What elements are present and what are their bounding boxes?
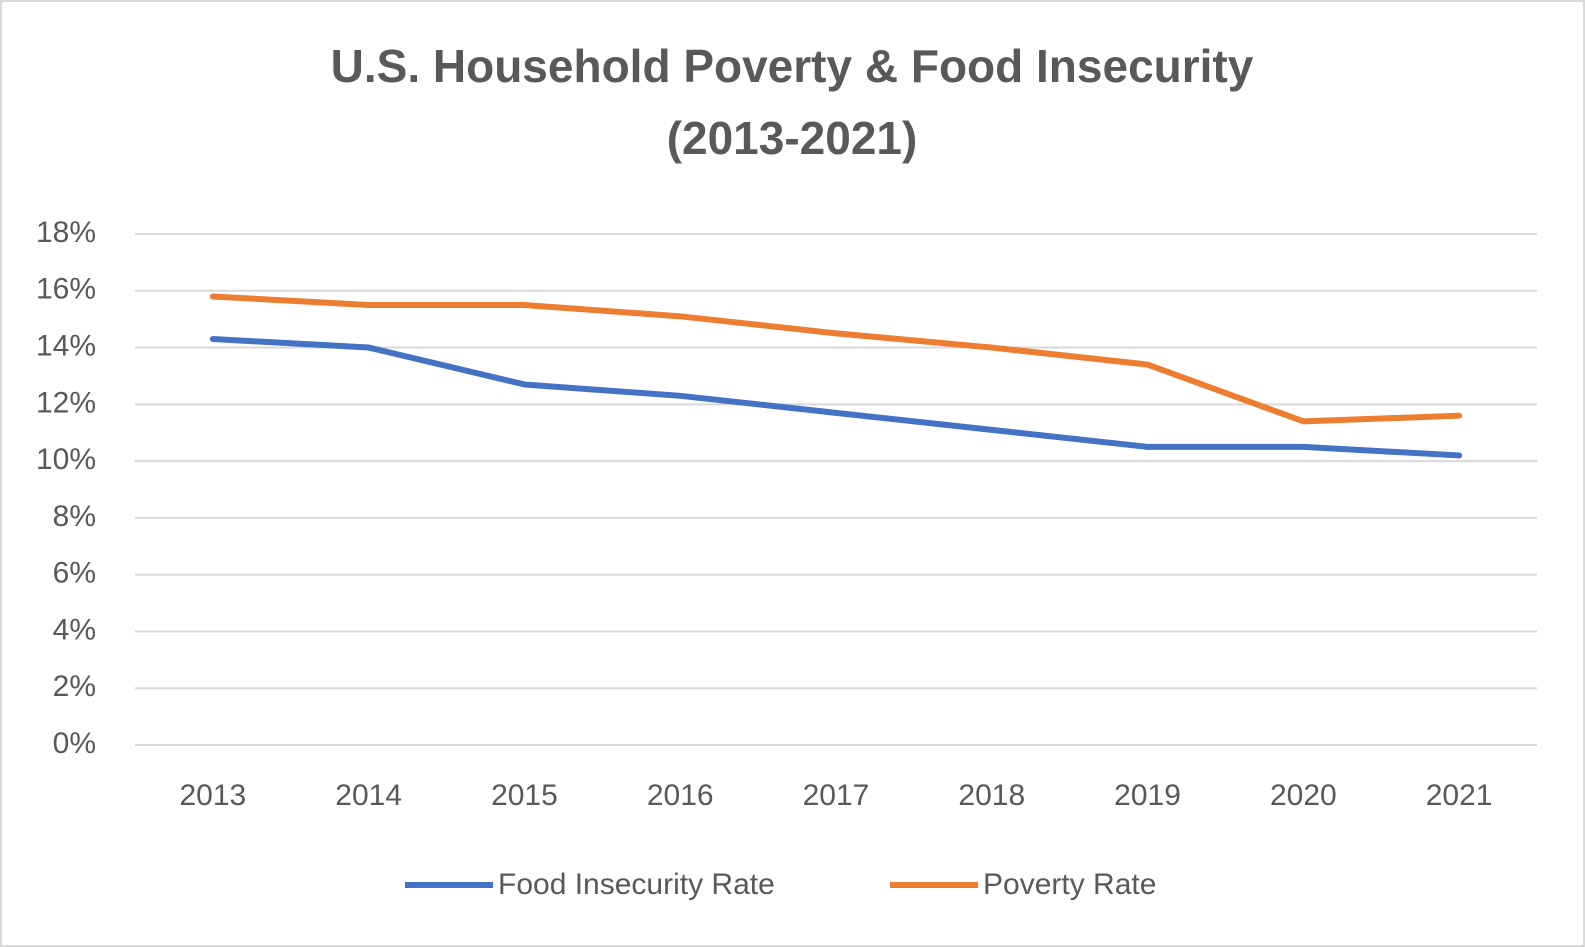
x-tick-label: 2020: [1270, 779, 1337, 812]
line-series: [209, 336, 1463, 459]
x-tick-label: 2021: [1426, 779, 1493, 812]
y-tick-label: 8%: [53, 500, 96, 533]
legend-label: Poverty Rate: [983, 868, 1156, 901]
x-tick-label: 2014: [335, 779, 402, 812]
chart-title: U.S. Household Poverty & Food Insecurity: [331, 40, 1254, 92]
y-tick-label: 0%: [53, 727, 96, 760]
y-tick-label: 6%: [53, 557, 96, 590]
x-tick-label: 2017: [803, 779, 870, 812]
y-tick-label: 14%: [36, 329, 96, 362]
x-tick-label: 2015: [491, 779, 558, 812]
chart-subtitle: (2013-2021): [667, 112, 918, 164]
x-tick-label: 2016: [647, 779, 714, 812]
y-tick-label: 12%: [36, 386, 96, 419]
y-tick-label: 4%: [53, 613, 96, 646]
x-tick-label: 2018: [958, 779, 1025, 812]
legend-label: Food Insecurity Rate: [498, 868, 775, 901]
y-tick-label: 2%: [53, 670, 96, 703]
y-tick-label: 18%: [36, 216, 96, 249]
line-series: [209, 293, 1463, 425]
x-tick-label: 2019: [1114, 779, 1181, 812]
y-tick-label: 16%: [36, 273, 96, 306]
y-tick-label: 10%: [36, 443, 96, 476]
x-tick-label: 2013: [180, 779, 247, 812]
